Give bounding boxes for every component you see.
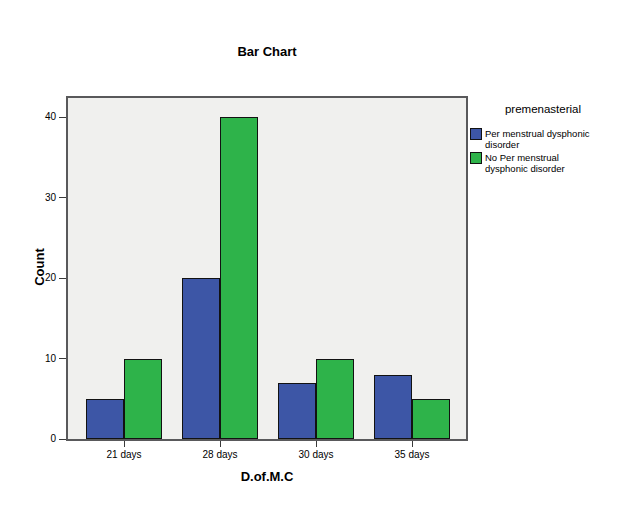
legend-item: Per menstrual dysphonic disorder: [470, 128, 626, 150]
y-axis-label: Count: [32, 219, 48, 315]
legend-item-label: Per menstrual dysphonic disorder: [485, 128, 599, 150]
y-tick-label: 10: [24, 353, 56, 365]
bar-series2-30-days: [316, 359, 354, 439]
legend-item: No Per menstrual dysphonic disorder: [470, 152, 626, 174]
legend-title: premenasterial: [470, 103, 616, 116]
y-tick-label: 30: [24, 192, 56, 204]
bar-series2-21-days: [124, 359, 162, 439]
legend: premenasterial Per menstrual dysphonic d…: [470, 103, 626, 176]
x-tick-mark: [316, 441, 317, 447]
bar-series2-28-days: [220, 117, 258, 439]
y-tick-mark: [59, 117, 66, 118]
x-tick-label-28-days: 28 days: [183, 449, 257, 461]
x-tick-label-35-days: 35 days: [375, 449, 449, 461]
bar-series2-35-days: [412, 399, 450, 439]
y-tick-label: 20: [24, 272, 56, 284]
legend-swatch-green: [470, 152, 482, 164]
bar-series1-30-days: [278, 383, 316, 439]
y-tick-label: 40: [24, 111, 56, 123]
bar-series1-35-days: [374, 375, 412, 439]
x-tick-label-30-days: 30 days: [279, 449, 353, 461]
x-tick-mark: [124, 441, 125, 447]
y-tick-label: 0: [24, 433, 56, 445]
legend-items: Per menstrual dysphonic disorderNo Per m…: [470, 128, 626, 174]
bar-series1-28-days: [182, 278, 220, 439]
y-tick-mark: [59, 439, 66, 440]
x-tick-mark: [412, 441, 413, 447]
x-axis-label: D.of.M.C: [66, 469, 468, 484]
y-tick-mark: [59, 197, 66, 198]
y-tick-mark: [59, 278, 66, 279]
legend-swatch-blue: [470, 128, 482, 140]
legend-item-label: No Per menstrual dysphonic disorder: [485, 152, 599, 174]
chart-title: Bar Chart: [66, 44, 468, 59]
x-tick-label-21-days: 21 days: [87, 449, 161, 461]
bar-series1-21-days: [86, 399, 124, 439]
bar-chart-figure: Bar Chart Count D.of.M.C premenasterial …: [0, 0, 628, 505]
y-tick-mark: [59, 358, 66, 359]
x-tick-mark: [220, 441, 221, 447]
